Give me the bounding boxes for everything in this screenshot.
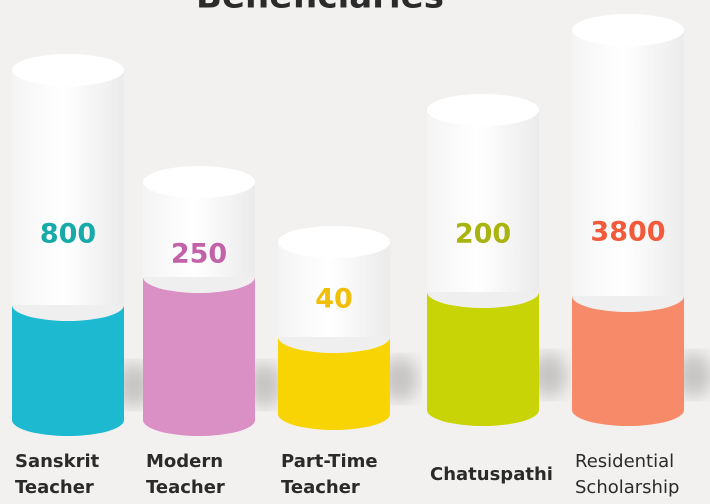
cylinder-base <box>427 292 539 410</box>
label: Sanskrit <box>15 451 100 472</box>
cylinder-base <box>12 305 124 420</box>
cylinder-bottom <box>427 394 539 426</box>
cylinder-top <box>12 54 124 86</box>
title: Beneficiaries <box>196 0 444 17</box>
cylinder-top <box>278 226 390 258</box>
cylinder-base <box>572 296 684 410</box>
label: Teacher <box>146 477 225 498</box>
cylinder-body <box>427 110 539 292</box>
cylinder-body <box>572 30 684 296</box>
label: Teacher <box>281 477 360 498</box>
cylinder-bottom <box>572 394 684 426</box>
cylinder-body <box>12 70 124 305</box>
label: Scholarship <box>575 477 679 498</box>
shadow <box>247 363 283 407</box>
cylinder-bottom <box>278 398 390 430</box>
label: Chatuspathi <box>430 464 553 485</box>
cylinder-top <box>427 94 539 126</box>
cylinder-top <box>143 166 255 198</box>
cylinders: 800 Sanskrit Teacher 250 Modern Teacher 40 Part… <box>12 14 710 498</box>
value: 3800 <box>590 217 665 248</box>
label: Residential <box>575 451 674 472</box>
shadow <box>382 357 418 401</box>
value: 250 <box>171 239 227 270</box>
cylinder-top <box>572 14 684 46</box>
label: Teacher <box>15 477 94 498</box>
value: 200 <box>455 219 511 250</box>
cylinder-base <box>143 277 255 420</box>
cylinder-bottom <box>143 404 255 436</box>
value: 40 <box>315 284 353 315</box>
shadow <box>531 353 567 397</box>
label: Modern <box>146 451 223 472</box>
label: Part-Time <box>281 451 378 472</box>
cylinder-bottom <box>12 404 124 436</box>
shadow <box>676 353 710 397</box>
value: 800 <box>40 219 96 250</box>
